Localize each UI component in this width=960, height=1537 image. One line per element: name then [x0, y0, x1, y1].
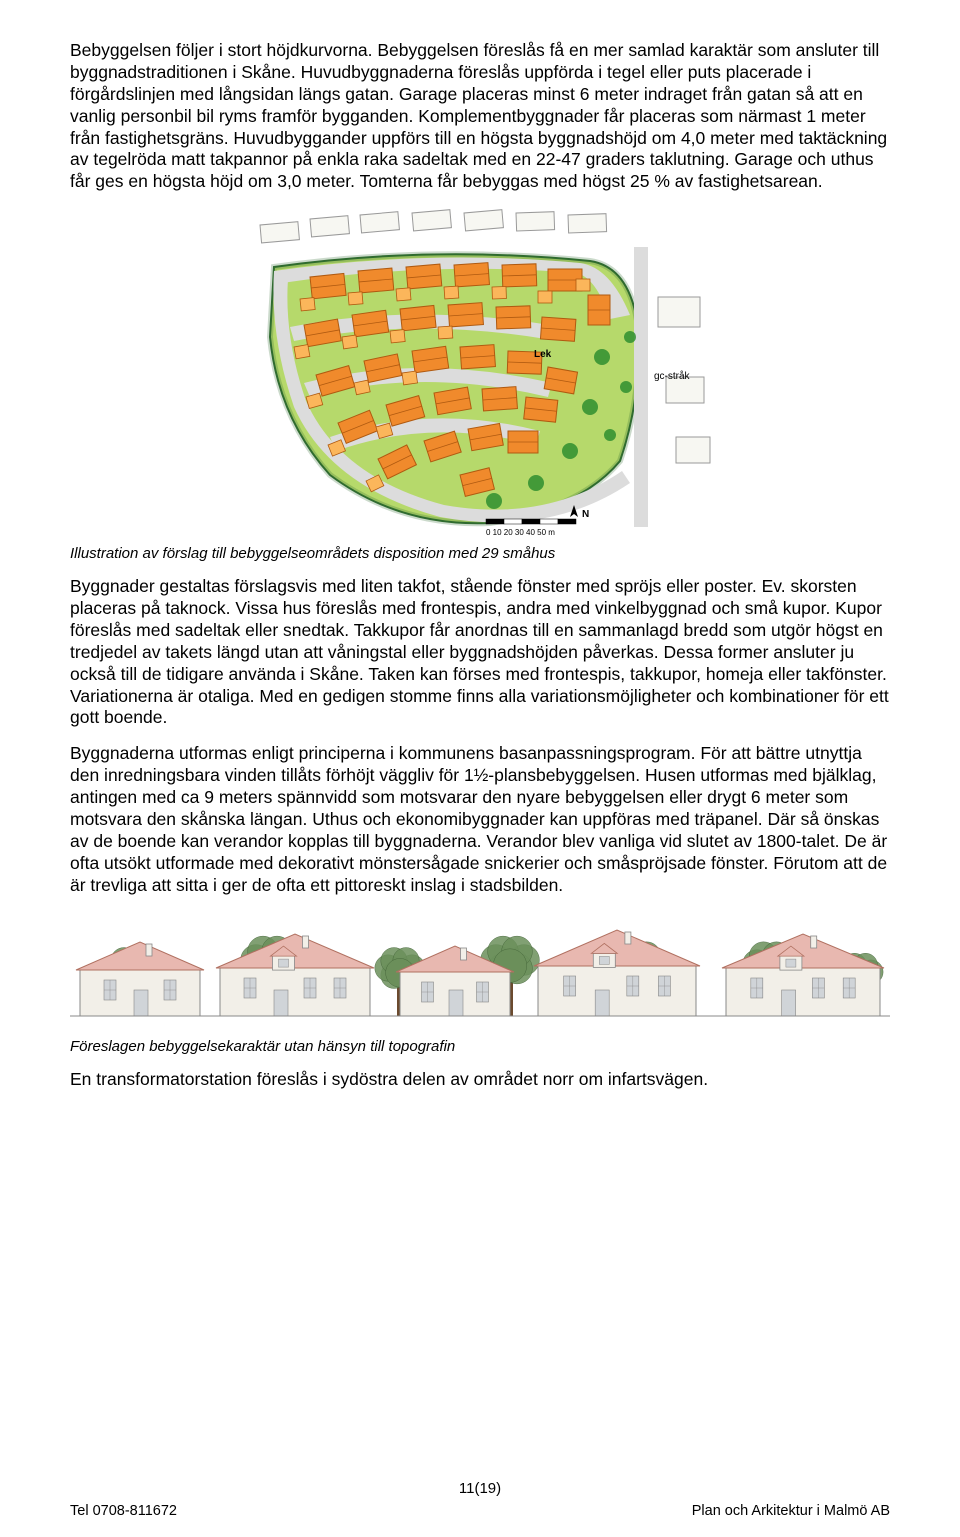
- svg-text:Lek: Lek: [534, 349, 552, 360]
- site-plan-figure: Lek gc-stråk N 0 10 20 30 40 50 m: [70, 207, 890, 537]
- svg-text:gc-stråk: gc-stråk: [654, 370, 691, 382]
- caption-2: Föreslagen bebyggelsekaraktär utan hänsy…: [70, 1038, 890, 1055]
- footer-phone: Tel 0708-811672: [70, 1503, 177, 1519]
- svg-text:0 10 20 30 40 50 m: 0 10 20 30 40 50 m: [486, 528, 555, 537]
- page-footer: Tel 0708-811672 Plan och Arkitektur i Ma…: [70, 1503, 890, 1519]
- elevation-figure: [70, 910, 890, 1030]
- svg-text:N: N: [582, 509, 589, 520]
- paragraph-3: Byggnaderna utformas enligt principerna …: [70, 743, 890, 896]
- paragraph-4: En transformatorstation föreslås i sydös…: [70, 1069, 890, 1091]
- elevation-svg: [70, 910, 890, 1030]
- document-page: Bebyggelsen följer i stort höjdkurvorna.…: [0, 0, 960, 1537]
- paragraph-2: Byggnader gestaltas förslagsvis med lite…: [70, 576, 890, 729]
- site-plan-svg: Lek gc-stråk N 0 10 20 30 40 50 m: [230, 207, 730, 537]
- paragraph-1: Bebyggelsen följer i stort höjdkurvorna.…: [70, 40, 890, 193]
- page-number: 11(19): [0, 1480, 960, 1497]
- caption-1: Illustration av förslag till bebyggelseo…: [70, 545, 890, 562]
- footer-company: Plan och Arkitektur i Malmö AB: [692, 1503, 890, 1519]
